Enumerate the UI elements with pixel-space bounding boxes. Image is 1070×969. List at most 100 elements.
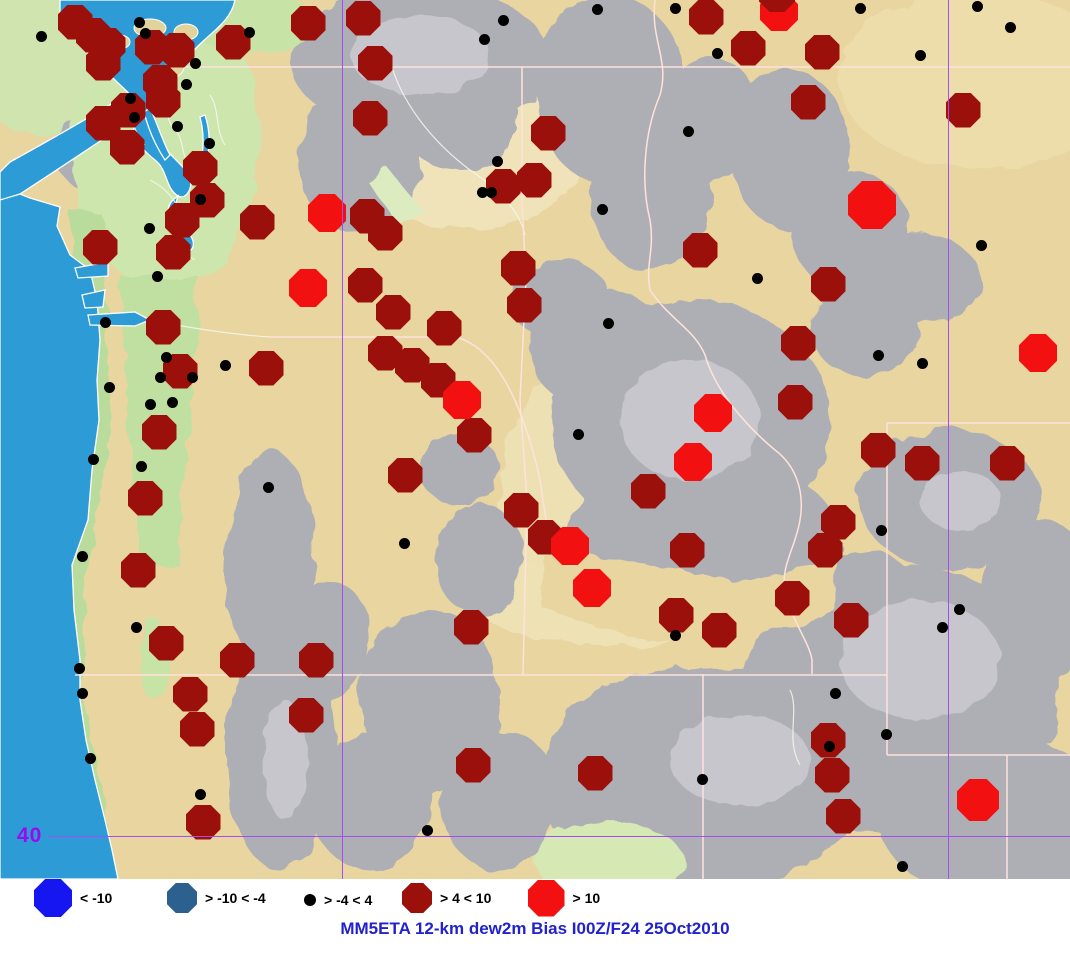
legend-swatch-octagon	[402, 883, 432, 913]
marker-gtm4_lt4	[143, 222, 155, 234]
marker-gtm4_lt4	[154, 371, 166, 383]
marker-gt4_lt10	[145, 82, 181, 118]
legend-swatch-octagon	[167, 883, 197, 913]
marker-gtm4_lt4	[133, 16, 145, 28]
marker-gt4_lt10	[85, 45, 121, 81]
marker-gtm4_lt4	[823, 740, 835, 752]
marker-gtm4_lt4	[751, 272, 763, 284]
marker-gt4_lt10	[455, 747, 491, 783]
legend-item-3: > 4 < 10	[402, 883, 491, 913]
marker-gtm4_lt4	[1004, 21, 1016, 33]
marker-gt4_lt10	[159, 32, 195, 68]
legend-label: > 10	[572, 890, 601, 906]
legend-swatch-octagon	[34, 879, 72, 917]
marker-gtm4_lt4	[682, 125, 694, 137]
legend-label: > 4 < 10	[440, 890, 492, 906]
marker-gtm4_lt4	[476, 186, 488, 198]
legend-label: > -4 < 4	[324, 892, 373, 908]
marker-gtm4_lt4	[829, 687, 841, 699]
marker-gt4_lt10	[357, 45, 393, 81]
legend-swatch-dot	[304, 894, 316, 906]
marker-gtm4_lt4	[103, 381, 115, 393]
marker-gtm4_lt4	[602, 317, 614, 329]
marker-gtm4_lt4	[194, 788, 206, 800]
marker-gtm4_lt4	[875, 524, 887, 536]
marker-gtm4_lt4	[189, 57, 201, 69]
marker-gt10	[957, 779, 999, 821]
marker-gtm4_lt4	[35, 30, 47, 42]
marker-gt4_lt10	[164, 202, 200, 238]
marker-gt4_lt10	[774, 580, 810, 616]
marker-gt4_lt10	[503, 492, 539, 528]
marker-gtm4_lt4	[669, 629, 681, 641]
marker-gtm4_lt4	[84, 752, 96, 764]
marker-gt4_lt10	[82, 229, 118, 265]
pacific-ocean	[0, 185, 119, 879]
marker-gt4_lt10	[248, 350, 284, 386]
legend-label: < -10	[80, 890, 113, 906]
map-title: MM5ETA 12-km dew2m Bias I00Z/F24 25Oct20…	[340, 919, 730, 938]
marker-gt4_lt10	[290, 5, 326, 41]
marker-gt4_lt10	[780, 325, 816, 361]
marker-gt10	[848, 181, 896, 229]
marker-gt4_lt10	[701, 612, 737, 648]
legend-item-4: > 10	[527, 879, 601, 917]
marker-gtm4_lt4	[596, 203, 608, 215]
marker-gt10	[443, 381, 481, 419]
marker-gtm4_lt4	[591, 3, 603, 15]
marker-gt4_lt10	[669, 532, 705, 568]
marker-gt4_lt10	[148, 625, 184, 661]
marker-gt4_lt10	[833, 602, 869, 638]
marker-gtm4_lt4	[916, 357, 928, 369]
marker-gtm4_lt4	[421, 824, 433, 836]
snake-plain	[540, 551, 838, 642]
marker-gtm4_lt4	[124, 92, 136, 104]
marker-gt4_lt10	[658, 597, 694, 633]
marker-gt4_lt10	[630, 473, 666, 509]
bias-map: 40	[0, 0, 1070, 879]
marker-gt4_lt10	[120, 552, 156, 588]
marker-gt4_lt10	[989, 445, 1025, 481]
marker-gt4_lt10	[730, 30, 766, 66]
legend-item-2: > -4 < 4	[304, 892, 372, 908]
marker-gtm4_lt4	[160, 351, 172, 363]
marker-gt4_lt10	[141, 414, 177, 450]
marker-gtm4_lt4	[99, 316, 111, 328]
legend-label: > -10 < -4	[205, 890, 266, 906]
marker-gt4_lt10	[688, 0, 724, 35]
marker-gt4_lt10	[456, 417, 492, 453]
marker-gtm4_lt4	[135, 460, 147, 472]
marker-gt10	[308, 194, 346, 232]
marker-gt4_lt10	[288, 697, 324, 733]
marker-gtm4_lt4	[953, 603, 965, 615]
marker-gtm4_lt4	[872, 349, 884, 361]
grid-line-vertical	[342, 0, 343, 879]
marker-gtm4_lt4	[180, 78, 192, 90]
marker-gt4_lt10	[485, 168, 521, 204]
marker-gt4_lt10	[682, 232, 718, 268]
marker-gt4_lt10	[352, 100, 388, 136]
hood-canal	[143, 107, 171, 162]
marker-gt4_lt10	[577, 755, 613, 791]
marker-gt4_lt10	[109, 129, 145, 165]
marker-gt4_lt10	[759, 0, 795, 12]
marker-gt4_lt10	[185, 804, 221, 840]
marker-gtm4_lt4	[128, 111, 140, 123]
marker-gt4_lt10	[387, 457, 423, 493]
marker-gtm4_lt4	[243, 26, 255, 38]
marker-gt4_lt10	[810, 722, 846, 758]
marker-gtm4_lt4	[491, 155, 503, 167]
marker-gt4_lt10	[298, 642, 334, 678]
marker-gt4_lt10	[347, 267, 383, 303]
marker-gtm4_lt4	[485, 186, 497, 198]
marker-gt4_lt10	[375, 294, 411, 330]
marker-gtm4_lt4	[497, 14, 509, 26]
marker-gt10	[1019, 334, 1057, 372]
marker-gtm4_lt4	[203, 137, 215, 149]
marker-gt4_lt10	[155, 234, 191, 270]
marker-gtm4_lt4	[914, 49, 926, 61]
marker-gtm4_lt4	[262, 481, 274, 493]
marker-gtm4_lt4	[151, 270, 163, 282]
marker-gtm4_lt4	[478, 33, 490, 45]
marker-gt4_lt10	[516, 162, 552, 198]
